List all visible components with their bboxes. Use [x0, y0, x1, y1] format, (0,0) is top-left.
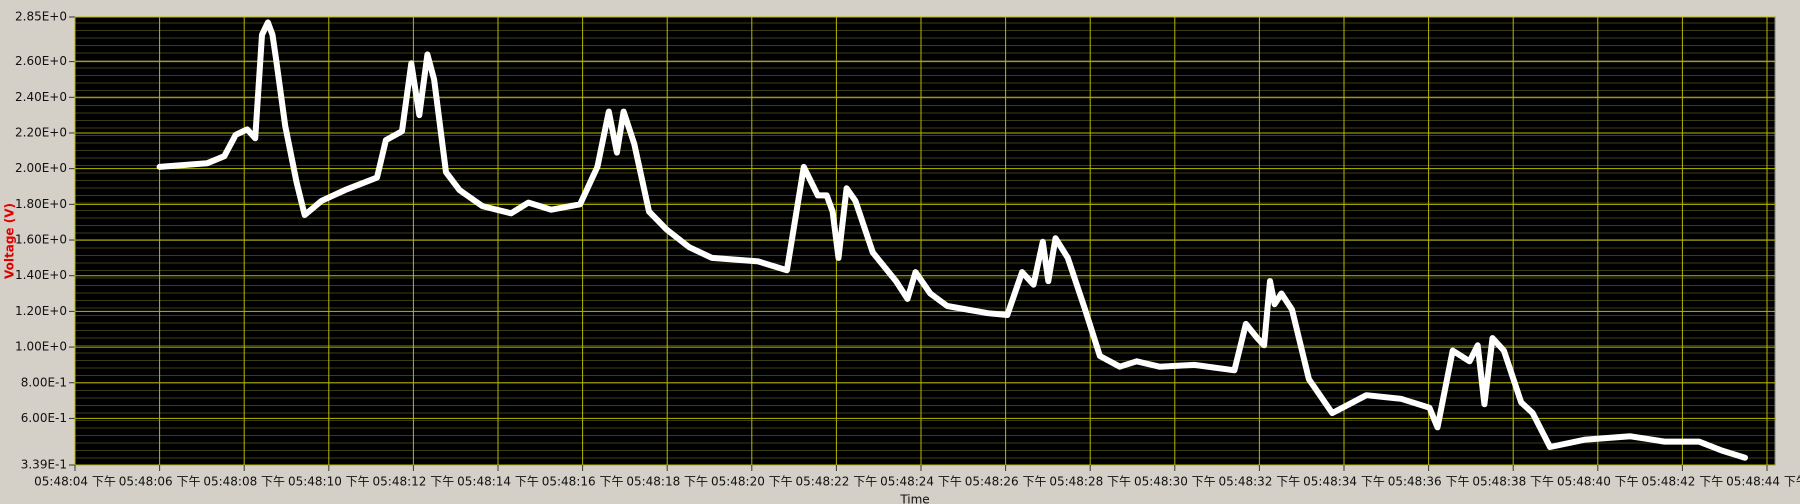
plot-area: [74, 16, 1776, 466]
y-tick-label: 2.00E+0: [15, 161, 67, 175]
y-tick-label: 1.00E+0: [15, 340, 67, 354]
y-tick-label: 2.40E+0: [15, 90, 67, 104]
x-tick-label: 05:48:08 下午: [203, 475, 285, 489]
x-tick-label: 05:48:38 下午: [1472, 475, 1554, 489]
x-tick-label: 05:48:30 下午: [1134, 475, 1216, 489]
y-tick-label: 2.85E+0: [15, 10, 67, 24]
x-tick-label: 05:48:44 下午: [1726, 475, 1800, 489]
y-tick-label: 6.00E-1: [21, 411, 67, 425]
x-tick-label: 05:48:22 下午: [796, 475, 878, 489]
y-tick-label: 3.39E-1: [21, 458, 67, 472]
x-tick-label: 05:48:14 下午: [457, 475, 539, 489]
x-axis-label: Time: [899, 493, 929, 504]
y-tick-label: 1.20E+0: [15, 304, 67, 318]
x-tick-label: 05:48:40 下午: [1557, 475, 1639, 489]
x-tick-label: 05:48:34 下午: [1303, 475, 1385, 489]
x-tick-label: 05:48:36 下午: [1388, 475, 1470, 489]
x-tick-label: 05:48:04 下午: [34, 475, 116, 489]
y-tick-label: 1.60E+0: [15, 233, 67, 247]
x-tick-label: 05:48:12 下午: [373, 475, 455, 489]
x-tick-label: 05:48:32 下午: [1219, 475, 1301, 489]
y-tick-label: 8.00E-1: [21, 375, 67, 389]
x-tick-label: 05:48:10 下午: [288, 475, 370, 489]
x-tick-label: 05:48:18 下午: [626, 475, 708, 489]
y-tick-label: 1.40E+0: [15, 268, 67, 282]
y-tick-label: 2.20E+0: [15, 125, 67, 139]
x-tick-label: 05:48:06 下午: [119, 475, 201, 489]
x-tick-label: 05:48:42 下午: [1642, 475, 1724, 489]
y-tick-label: 2.60E+0: [15, 54, 67, 68]
y-tick-label: 1.80E+0: [15, 197, 67, 211]
x-tick-label: 05:48:20 下午: [711, 475, 793, 489]
x-tick-label: 05:48:16 下午: [542, 475, 624, 489]
x-tick-label: 05:48:28 下午: [1049, 475, 1131, 489]
x-tick-label: 05:48:24 下午: [880, 475, 962, 489]
y-axis-label: Voltage (V): [3, 203, 17, 279]
x-tick-label: 05:48:26 下午: [965, 475, 1047, 489]
line: [156, 19, 1748, 461]
